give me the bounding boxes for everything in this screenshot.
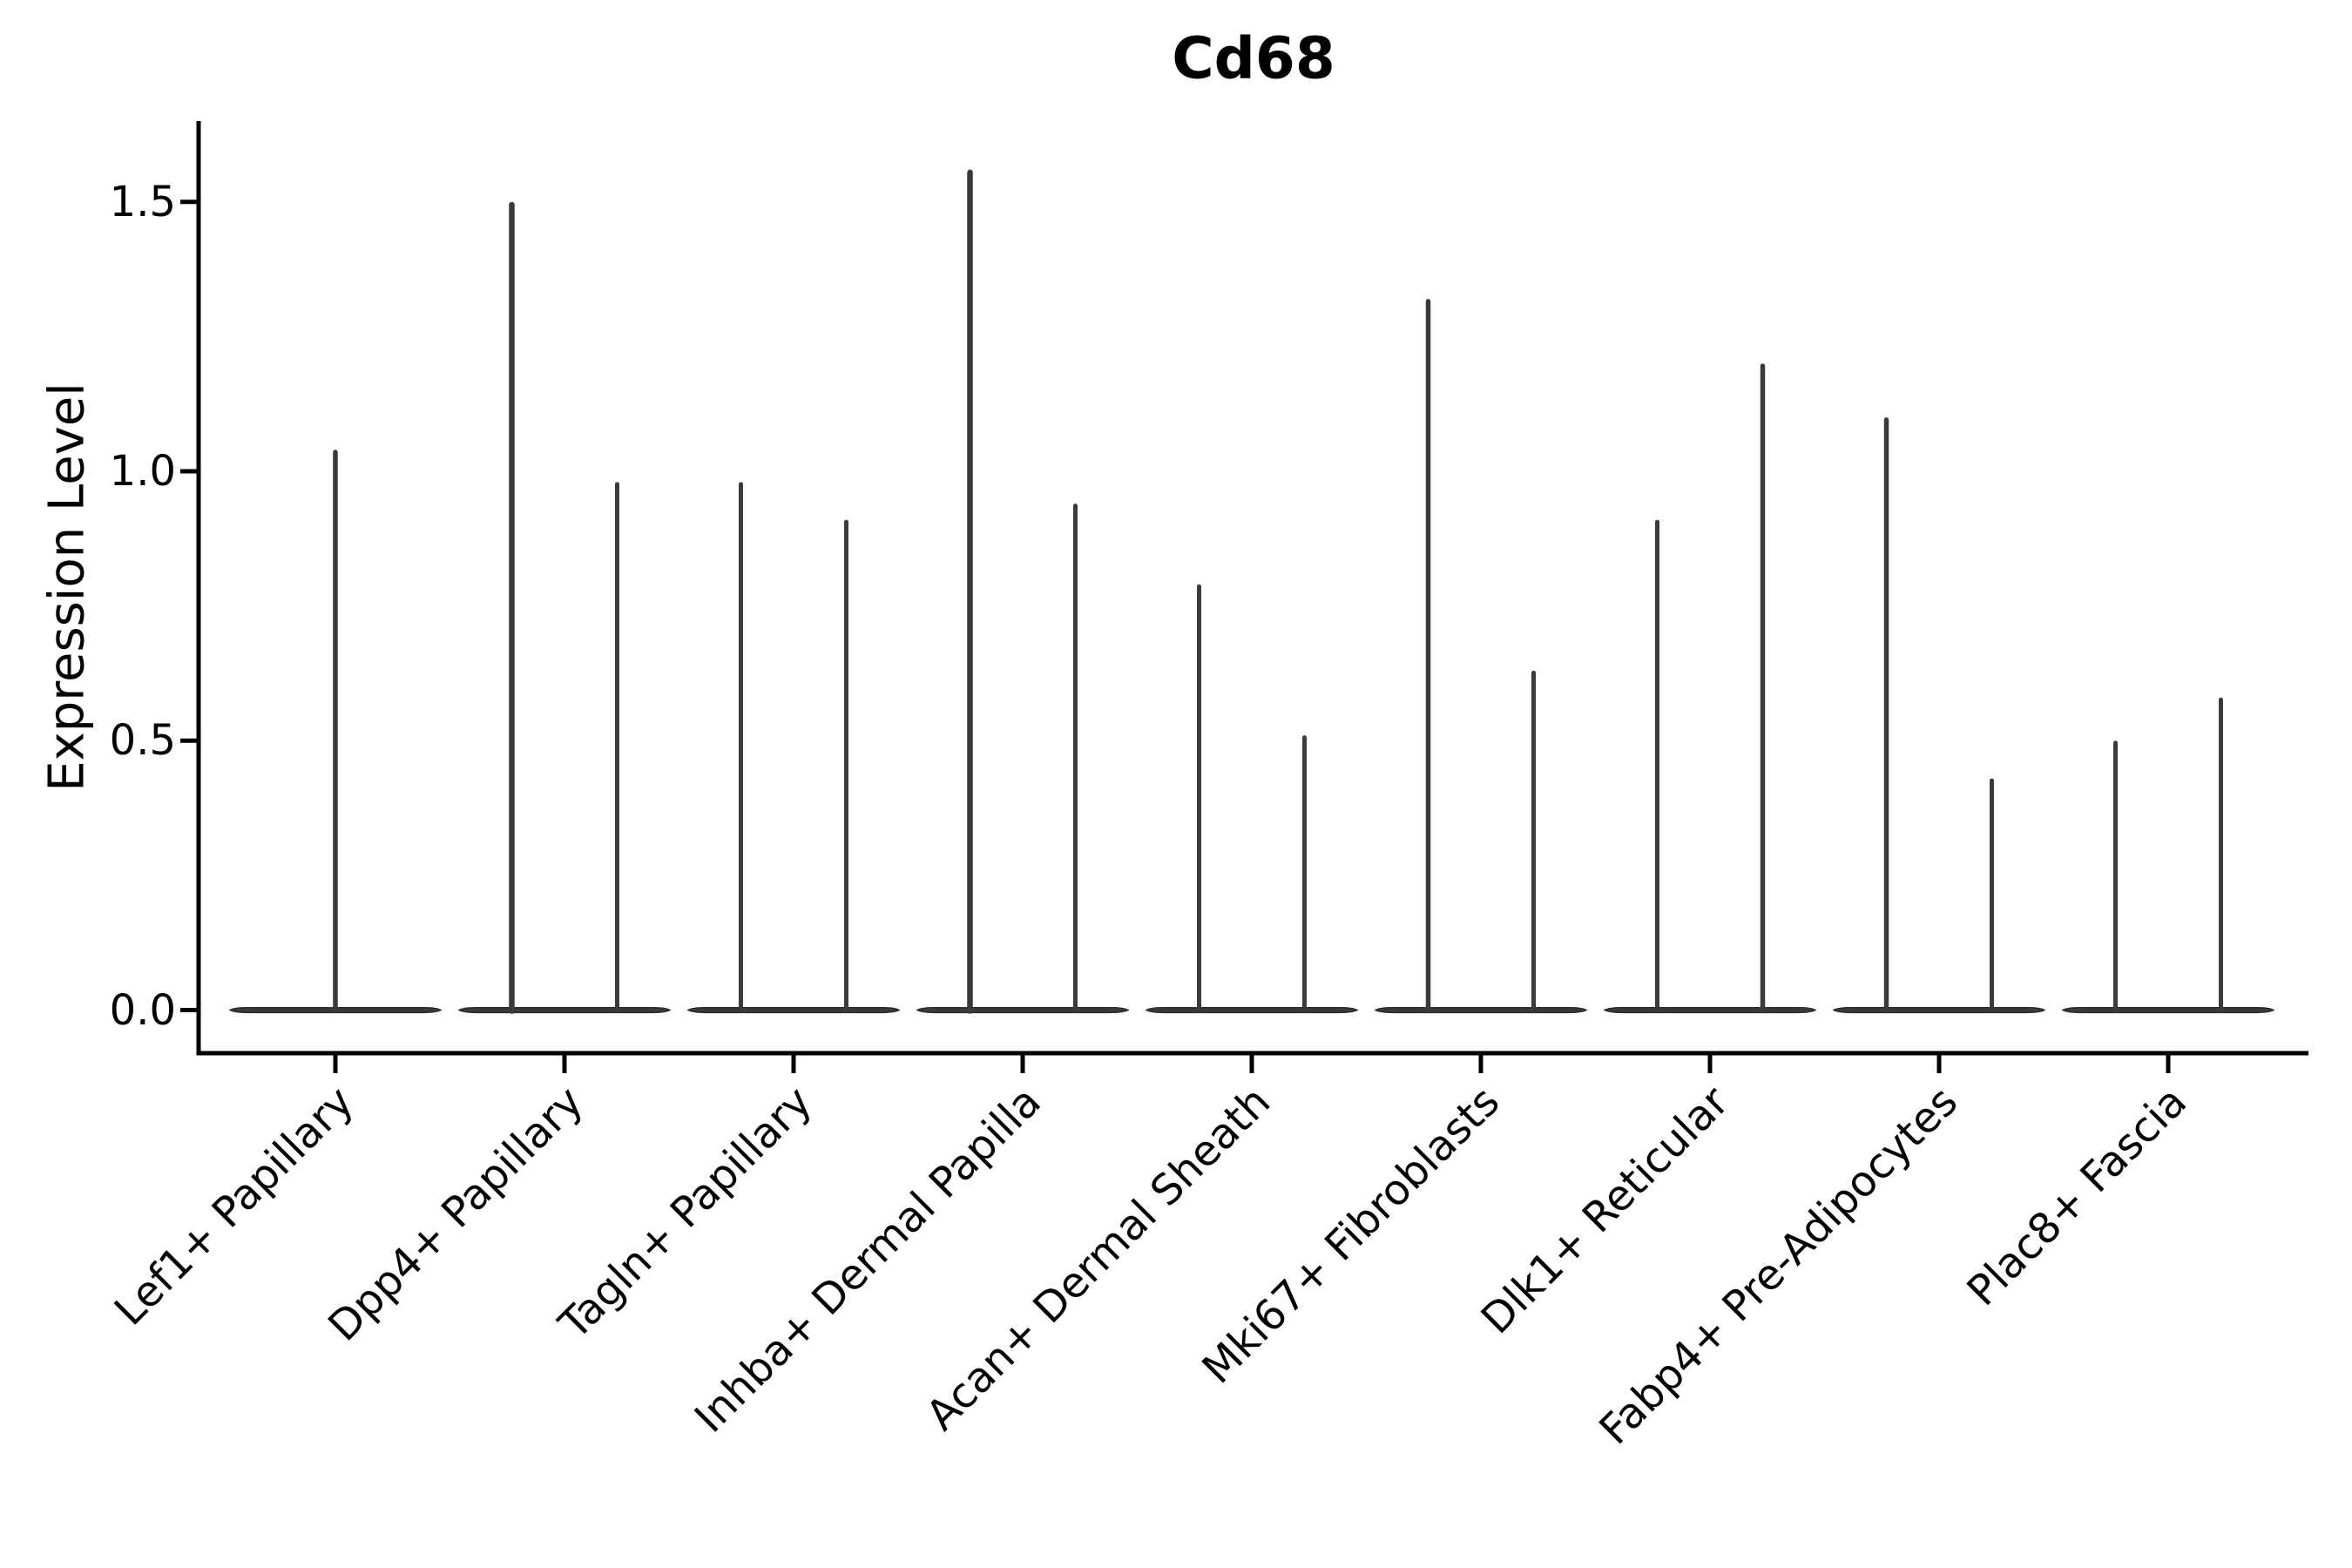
y-tick-label: 1.0 bbox=[109, 447, 176, 497]
violin-base bbox=[2061, 1006, 2275, 1014]
violin-base bbox=[916, 1006, 1130, 1014]
violin-base bbox=[1832, 1006, 2046, 1014]
chart-title: Cd68 bbox=[1172, 24, 1335, 92]
y-tick-label: 0.5 bbox=[109, 716, 176, 766]
y-tick-label: 0.0 bbox=[109, 985, 176, 1035]
violin-base bbox=[1145, 1006, 1359, 1014]
violin-base bbox=[1374, 1006, 1588, 1014]
y-tick-label: 1.5 bbox=[109, 177, 176, 226]
violin-base bbox=[1603, 1006, 1817, 1014]
violin-base bbox=[686, 1006, 901, 1014]
violin-base bbox=[457, 1006, 672, 1014]
